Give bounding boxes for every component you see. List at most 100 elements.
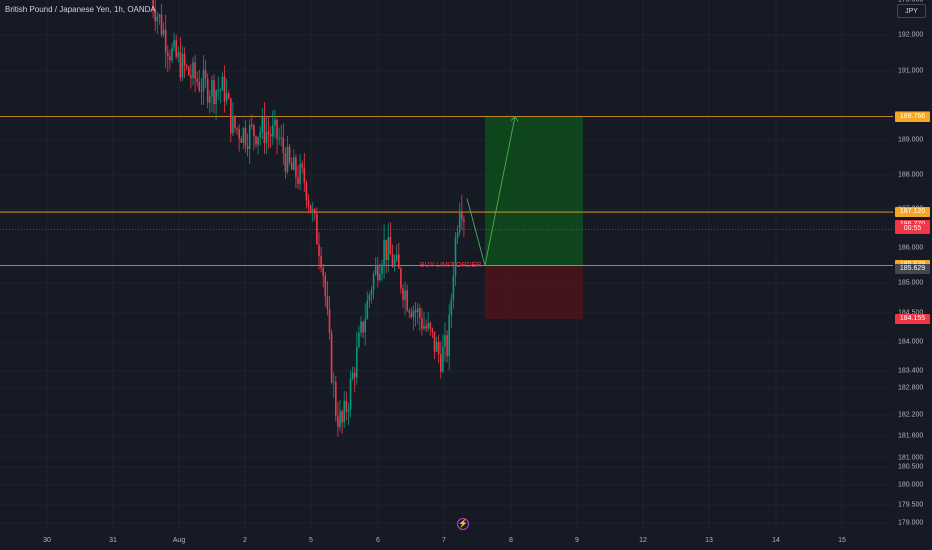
candle-body <box>299 163 301 184</box>
candle-body <box>293 157 295 170</box>
candle-body <box>173 39 175 48</box>
price-tick-label: 179.000 <box>898 519 924 527</box>
candle-body <box>402 288 404 301</box>
candle-body <box>349 379 352 409</box>
candle-body <box>267 131 270 135</box>
candle-body <box>314 209 316 214</box>
candle-body <box>366 300 369 319</box>
candle-body <box>442 346 444 372</box>
lightning-icon[interactable]: ⚡ <box>457 518 469 530</box>
candle-body <box>200 90 203 92</box>
candle-body <box>408 310 411 313</box>
candle-body <box>194 62 196 79</box>
price-badge: 189.766 <box>895 111 930 122</box>
candle-body <box>209 96 211 103</box>
candle-body <box>454 237 457 276</box>
candle-body <box>410 312 413 318</box>
candle-body <box>242 128 245 143</box>
candle-body <box>183 53 186 66</box>
candle-body <box>433 331 436 352</box>
candle-body <box>175 39 177 57</box>
candle-body <box>374 264 377 275</box>
candle-body <box>297 177 299 184</box>
candle-body <box>301 163 303 168</box>
candle-body <box>179 52 182 78</box>
candle-body <box>192 62 194 79</box>
candle-body <box>167 52 169 57</box>
arrow-head <box>510 115 519 122</box>
currency-button[interactable]: JPY <box>897 4 926 18</box>
projection-line-down <box>466 198 486 266</box>
price-tick-label: 192.000 <box>898 31 924 39</box>
candle-body <box>347 408 350 412</box>
candle-body <box>368 295 371 301</box>
candle-body <box>280 137 282 139</box>
candle-body <box>400 268 402 289</box>
candle-body <box>429 323 432 329</box>
candle-body <box>381 264 383 274</box>
candle-body <box>185 65 188 67</box>
price-tick-label: 188.000 <box>898 171 924 179</box>
candle-body <box>335 381 337 417</box>
price-tick-label: 182.200 <box>898 411 924 419</box>
candle-body <box>284 153 287 172</box>
candle-body <box>259 132 261 138</box>
candle-body <box>288 146 291 163</box>
candle-body <box>225 93 228 102</box>
price-tick-label: 183.400 <box>898 367 924 375</box>
candle-body <box>341 411 343 423</box>
candle-body <box>343 400 345 423</box>
time-tick-label: 8 <box>509 537 513 544</box>
price-tick-label: 185.000 <box>898 279 924 287</box>
time-tick-label: 30 <box>43 537 51 544</box>
candle-body <box>286 146 289 172</box>
candle-body <box>339 411 341 427</box>
candle-body <box>440 354 442 372</box>
candle-body <box>452 275 455 300</box>
price-chart[interactable] <box>0 0 893 532</box>
candle-body <box>345 400 348 412</box>
candle-body <box>261 116 264 133</box>
candle-body <box>324 275 327 297</box>
price-badge: 184.155 <box>895 314 930 324</box>
candle-body <box>463 219 465 222</box>
candle-body <box>377 264 379 281</box>
candle-body <box>431 328 434 332</box>
candle-body <box>202 70 205 92</box>
candle-body <box>204 70 207 79</box>
candle-body <box>238 129 240 139</box>
price-tick-label: 191.000 <box>898 67 924 75</box>
candle-body <box>406 290 408 311</box>
price-tick-label: 181.000 <box>898 454 924 462</box>
candle-body <box>398 254 400 269</box>
price-tick-label: 181.600 <box>898 432 924 440</box>
price-tick-label: 179.500 <box>898 501 924 509</box>
price-badge: 00:55 <box>895 223 930 234</box>
symbol-title[interactable]: British Pound / Japanese Yen, 1h, OANDA <box>5 5 156 14</box>
time-tick-label: 12 <box>639 537 647 544</box>
candle-body <box>461 211 463 220</box>
candle-body <box>303 167 306 183</box>
candle-body <box>196 78 198 82</box>
candle-body <box>423 325 425 329</box>
price-tick-label: 178.500 <box>898 0 924 4</box>
candle-body <box>263 116 266 144</box>
price-badge: 185.629 <box>895 264 930 275</box>
time-tick-label: 5 <box>309 537 313 544</box>
candle-body <box>164 29 167 53</box>
time-tick-label: 15 <box>838 537 846 544</box>
candle-body <box>328 309 331 333</box>
price-tick-label: 184.500 <box>898 309 924 317</box>
candle-body <box>421 318 423 329</box>
candle-body <box>206 78 209 103</box>
candle-body <box>244 128 247 146</box>
candle-body <box>215 90 217 105</box>
candle-body <box>427 323 429 329</box>
candle-body <box>227 93 230 99</box>
candle-body <box>387 236 390 261</box>
candle-body <box>372 274 375 290</box>
time-tick-label: 6 <box>376 537 380 544</box>
time-axis[interactable]: 30 31 Aug 2 5 6 7 8 9 12 13 14 15 <box>0 532 893 550</box>
time-tick-label: 2 <box>243 537 247 544</box>
